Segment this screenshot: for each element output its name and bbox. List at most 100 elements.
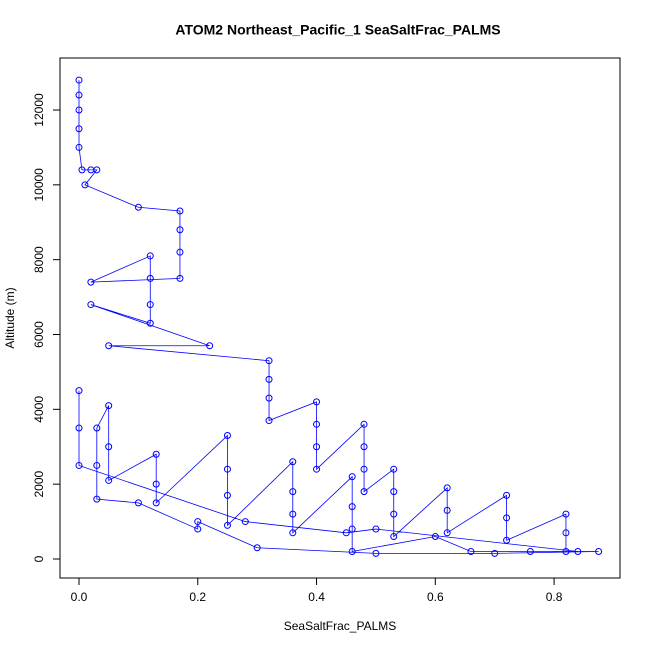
data-point xyxy=(146,252,154,260)
data-point xyxy=(503,514,511,522)
data-point xyxy=(574,548,582,556)
data-point xyxy=(526,548,534,556)
data-point xyxy=(265,417,273,425)
data-point xyxy=(443,484,451,492)
data-point xyxy=(390,510,398,518)
y-tick-label: 0 xyxy=(32,555,46,562)
x-tick-label: 0.0 xyxy=(71,590,88,604)
data-point xyxy=(75,461,83,469)
data-point xyxy=(289,529,297,537)
x-tick-label: 0.6 xyxy=(427,590,444,604)
data-point xyxy=(75,125,83,133)
data-point xyxy=(360,420,368,428)
x-tick-label: 0.2 xyxy=(189,590,206,604)
data-point xyxy=(152,450,160,458)
data-point xyxy=(194,518,202,526)
data-point xyxy=(372,525,380,533)
data-point xyxy=(253,544,261,552)
data-point xyxy=(443,529,451,537)
chart-title: ATOM2 Northeast_Pacific_1 SeaSaltFrac_PA… xyxy=(175,22,500,38)
data-point xyxy=(313,398,321,406)
data-point xyxy=(78,166,86,174)
y-tick-label: 2000 xyxy=(32,470,46,497)
y-tick-label: 6000 xyxy=(32,321,46,348)
data-point xyxy=(134,499,142,507)
data-point xyxy=(390,488,398,496)
data-point xyxy=(223,521,231,529)
data-point xyxy=(342,529,350,537)
x-axis-title: SeaSaltFrac_PALMS xyxy=(284,619,397,633)
data-point xyxy=(265,394,273,402)
data-point xyxy=(562,510,570,518)
data-point xyxy=(75,91,83,99)
data-point xyxy=(289,458,297,466)
data-point xyxy=(223,465,231,473)
data-point xyxy=(93,461,101,469)
data-point xyxy=(372,549,380,557)
data-point xyxy=(223,432,231,440)
y-axis-title: Altitude (m) xyxy=(3,287,17,348)
y-tick-label: 10000 xyxy=(32,168,46,202)
data-point xyxy=(75,76,83,84)
data-point xyxy=(265,375,273,383)
data-point xyxy=(206,342,214,350)
y-tick-label: 4000 xyxy=(32,396,46,423)
data-point xyxy=(503,491,511,499)
data-point xyxy=(93,424,101,432)
data-point xyxy=(348,525,356,533)
x-tick-label: 0.8 xyxy=(546,590,563,604)
data-point xyxy=(360,465,368,473)
data-point xyxy=(390,533,398,541)
data-point xyxy=(81,181,89,189)
data-point xyxy=(431,533,439,541)
data-point xyxy=(289,510,297,518)
data-point xyxy=(467,548,475,556)
data-point xyxy=(313,465,321,473)
data-point xyxy=(562,548,570,556)
data-point xyxy=(105,443,113,451)
data-point xyxy=(562,529,570,537)
data-point xyxy=(105,342,113,350)
y-tick-label: 12000 xyxy=(32,93,46,127)
data-point xyxy=(146,319,154,327)
data-point xyxy=(313,443,321,451)
data-point xyxy=(348,473,356,481)
data-point xyxy=(491,549,499,557)
data-point xyxy=(75,106,83,114)
data-point xyxy=(348,548,356,556)
y-tick-label: 8000 xyxy=(32,246,46,273)
plot-frame xyxy=(59,57,621,579)
data-point xyxy=(176,248,184,256)
data-point xyxy=(146,274,154,282)
data-point xyxy=(75,424,83,432)
data-point xyxy=(348,503,356,511)
data-point xyxy=(595,548,603,556)
x-tick-label: 0.4 xyxy=(308,590,325,604)
data-point xyxy=(93,495,101,503)
data-point xyxy=(105,402,113,410)
data-point xyxy=(93,166,101,174)
data-point xyxy=(176,226,184,234)
data-point xyxy=(241,518,249,526)
data-point xyxy=(313,420,321,428)
data-point xyxy=(152,499,160,507)
data-point xyxy=(87,301,95,309)
data-line xyxy=(78,80,599,554)
data-point xyxy=(152,480,160,488)
data-point xyxy=(105,476,113,484)
data-point xyxy=(146,301,154,309)
data-point xyxy=(360,488,368,496)
data-point xyxy=(503,536,511,544)
data-point xyxy=(443,506,451,514)
data-point xyxy=(87,278,95,286)
data-point xyxy=(75,143,83,151)
data-point xyxy=(390,465,398,473)
data-point xyxy=(75,387,83,395)
data-point xyxy=(176,274,184,282)
data-point xyxy=(194,525,202,533)
data-point xyxy=(223,491,231,499)
data-point xyxy=(289,488,297,496)
data-point xyxy=(360,443,368,451)
